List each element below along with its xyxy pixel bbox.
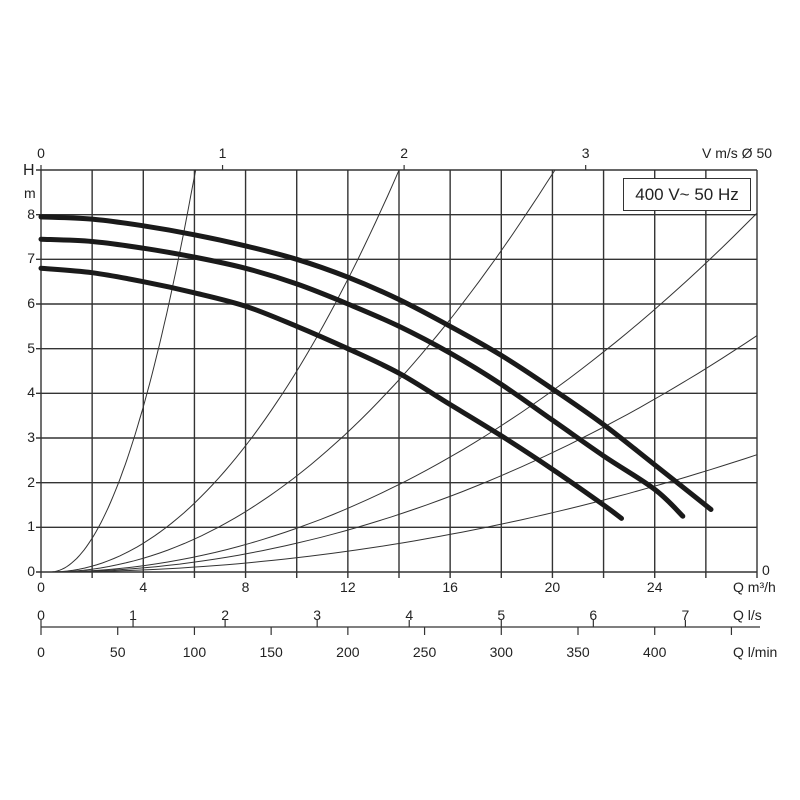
right-zero-label: 0 xyxy=(762,562,770,578)
lmin-axis-tick: 150 xyxy=(259,644,283,660)
y-axis-tick: 3 xyxy=(27,429,35,445)
y-axis-tick: 0 xyxy=(27,563,35,579)
top-axis-tick: 2 xyxy=(400,145,409,161)
ls-axis-tick: 3 xyxy=(313,607,322,623)
ls-axis-tick: 6 xyxy=(589,607,598,623)
x-axis-tick: 4 xyxy=(139,579,148,595)
voltage-frequency-label: 400 V~ 50 Hz xyxy=(623,178,751,211)
y-axis-tick: 4 xyxy=(27,384,35,401)
x-axis-tick: 16 xyxy=(442,579,458,595)
lmin-axis-tick: 250 xyxy=(412,644,437,660)
top-axis-tick: 1 xyxy=(218,145,227,161)
ls-axis-tick: 4 xyxy=(405,607,414,623)
x-axis-tick: 24 xyxy=(646,579,663,595)
y-axis-tick: 2 xyxy=(27,473,35,490)
ls-axis-tick: 5 xyxy=(497,607,506,623)
top-axis-label: V m/s Ø 50 xyxy=(702,145,773,161)
x-axis-tick: 12 xyxy=(340,579,356,595)
ls-axis-tick: 0 xyxy=(37,607,45,623)
top-axis-tick: 3 xyxy=(581,145,590,161)
lmin-axis-tick: 100 xyxy=(182,644,207,660)
ls-axis-tick: 2 xyxy=(221,607,230,623)
system-curves xyxy=(49,169,758,573)
lmin-axis-tick: 200 xyxy=(336,644,360,660)
ls-axis-tick: 7 xyxy=(681,607,690,623)
ls-axis-tick: 1 xyxy=(129,607,137,623)
y-axis-tick: 1 xyxy=(27,518,35,535)
y-axis-unit-m: m xyxy=(24,185,36,201)
y-axis-tick: 8 xyxy=(27,205,35,222)
lmin-axis-tick: 300 xyxy=(489,644,513,660)
lmin-axis-tick: 350 xyxy=(566,644,590,660)
x-axis-tick: 0 xyxy=(37,579,45,595)
y-axis-tick: 5 xyxy=(27,339,35,356)
ls-axis-label: Q l/s xyxy=(733,607,762,623)
x-axis-label: Q m³/h xyxy=(733,579,776,595)
pump-curves xyxy=(38,214,714,521)
chart-axes xyxy=(40,165,760,635)
x-axis-tick: 8 xyxy=(241,579,250,595)
chart-grid xyxy=(36,169,758,578)
lmin-axis-tick: 50 xyxy=(109,644,126,660)
y-axis-tick: 7 xyxy=(27,250,35,267)
lmin-axis-label: Q l/min xyxy=(733,644,778,660)
top-axis-tick: 0 xyxy=(37,145,45,161)
lmin-axis-tick: 0 xyxy=(37,644,45,660)
y-axis-tick: 6 xyxy=(27,295,35,311)
lmin-axis-tick: 400 xyxy=(643,644,667,660)
x-axis-tick: 20 xyxy=(544,579,561,595)
y-axis-unit-H: H xyxy=(23,162,35,179)
